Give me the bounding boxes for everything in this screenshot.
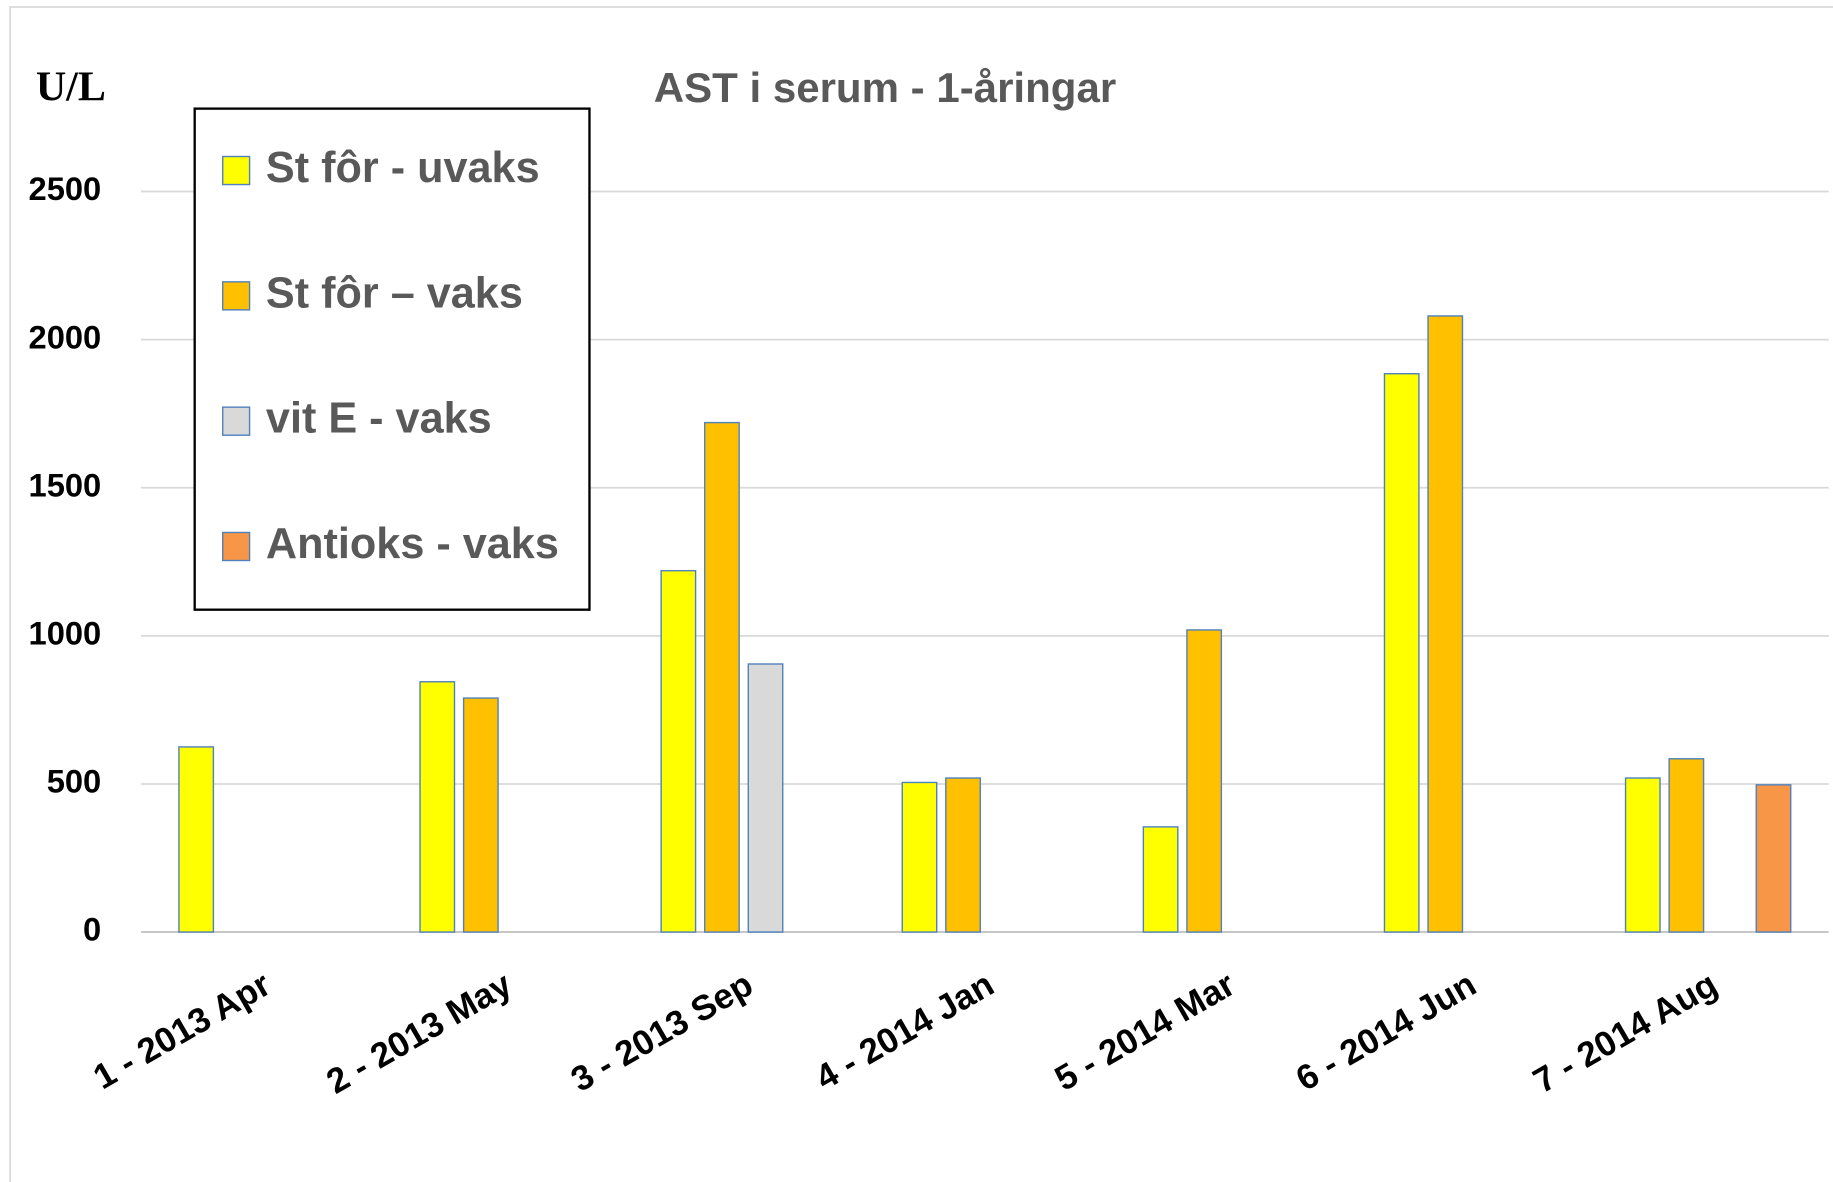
y-tick-label: 1500 bbox=[29, 466, 102, 503]
bar bbox=[419, 681, 456, 933]
legend-swatch bbox=[222, 155, 251, 186]
y-tick-label: 0 bbox=[83, 911, 101, 948]
legend-label: Antioks - vaks bbox=[266, 520, 559, 568]
chart-title: AST i serum - 1-åringar bbox=[654, 64, 1116, 111]
bar bbox=[1427, 315, 1464, 933]
legend-label: vit E - vaks bbox=[266, 395, 492, 443]
bar bbox=[660, 569, 697, 933]
legend-swatch bbox=[222, 281, 251, 311]
x-tick-label: 6 - 2014 Jun bbox=[1290, 965, 1483, 1099]
bar bbox=[1624, 777, 1661, 933]
bar bbox=[1186, 629, 1223, 933]
legend-swatch bbox=[222, 531, 251, 562]
y-tick-label: 1000 bbox=[29, 614, 102, 651]
bar bbox=[462, 697, 499, 933]
x-tick-label: 3 - 2013 Sep bbox=[565, 965, 760, 1100]
bar bbox=[1668, 758, 1705, 933]
bar bbox=[178, 746, 215, 933]
frame bbox=[9, 6, 1833, 1182]
x-tick-label: 2 - 2013 May bbox=[320, 964, 519, 1101]
bar bbox=[1755, 784, 1792, 933]
legend-swatch bbox=[222, 406, 251, 436]
y-tick-label: 2000 bbox=[29, 318, 102, 355]
x-tick-label: 7 - 2014 Aug bbox=[1527, 965, 1724, 1101]
x-tick-label: 1 - 2013 Apr bbox=[87, 964, 278, 1097]
legend-label: St fôr – vaks bbox=[266, 269, 523, 317]
bar bbox=[1142, 826, 1179, 933]
y-tick-label: 500 bbox=[47, 763, 102, 800]
bar bbox=[1383, 373, 1420, 933]
y-tick-label: 2500 bbox=[29, 170, 102, 207]
bar bbox=[704, 421, 740, 933]
x-tick-label: 4 - 2014 Jan bbox=[809, 965, 1000, 1098]
x-tick-label: 5 - 2014 Mar bbox=[1048, 964, 1241, 1098]
y-axis-label: U/L bbox=[36, 65, 106, 111]
legend-label: St fôr - uvaks bbox=[266, 144, 540, 192]
bar bbox=[945, 777, 981, 933]
legend-box bbox=[193, 107, 591, 611]
bar bbox=[901, 781, 938, 933]
bar bbox=[747, 663, 784, 933]
